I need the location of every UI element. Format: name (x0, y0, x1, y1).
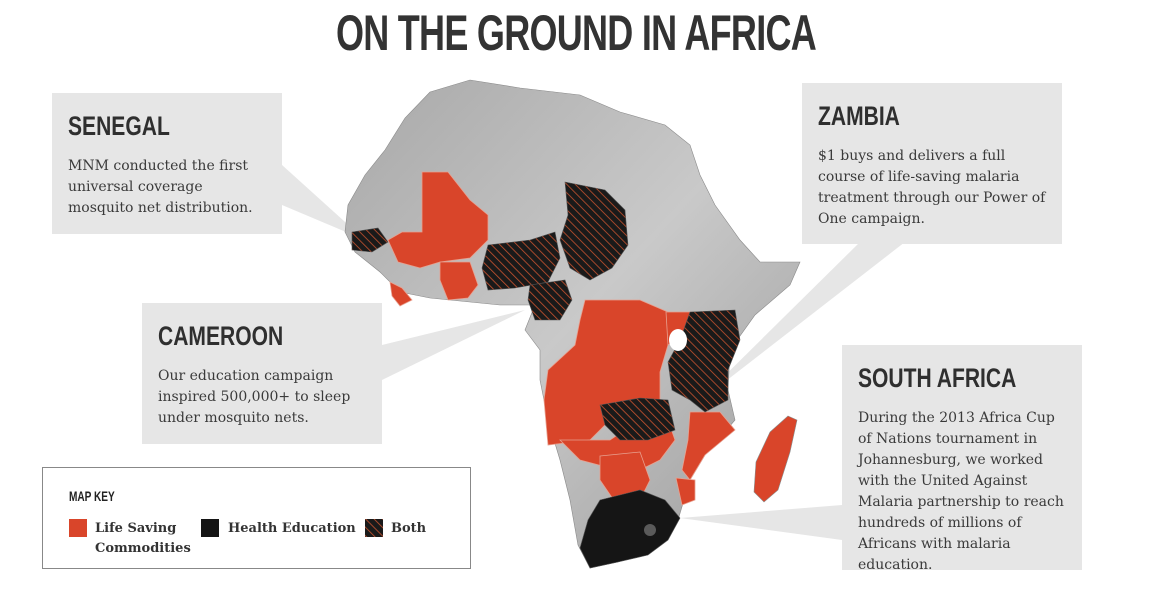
hatched-swatch-icon (365, 519, 383, 537)
cameroon-heading: CAMEROON (158, 321, 284, 351)
cameroon-text: Our education campaign inspired 500,000+… (158, 368, 351, 426)
south-africa-card: SOUTH AFRICA During the 2013 Africa Cup … (842, 345, 1082, 573)
page-title: ON THE GROUND IN AFRICA (335, 5, 817, 61)
lake-victoria (669, 329, 687, 351)
senegal-text: MNM conducted the first universal covera… (68, 158, 253, 216)
legend-item-both: Both (391, 521, 427, 536)
senegal-pointer (282, 165, 365, 240)
zambia-pointer (695, 242, 905, 405)
map-key-title: MAP KEY (69, 488, 115, 504)
black-swatch-icon (201, 519, 219, 537)
south-africa-text: During the 2013 Africa Cup of Nations to… (858, 410, 1064, 573)
orange-swatch-icon (69, 519, 87, 537)
zambia-heading: ZAMBIA (818, 101, 900, 131)
map-key: MAP KEY Life Saving Commodities Health E… (42, 467, 471, 569)
south-africa-heading: SOUTH AFRICA (858, 363, 1017, 393)
cameroon-pointer (382, 310, 525, 380)
legend-item-life-saving: Life Saving Commodities (95, 521, 191, 556)
lesotho-enclave (644, 524, 656, 536)
senegal-heading: SENEGAL (68, 111, 170, 141)
zambia-card: ZAMBIA $1 buys and delivers a full cours… (802, 83, 1062, 244)
legend-item-health-education: Health Education (228, 521, 356, 536)
south-africa-pointer (680, 505, 842, 540)
cameroon-card: CAMEROON Our education campaign inspired… (142, 303, 382, 444)
zambia-text: $1 buys and delivers a full course of li… (818, 148, 1046, 227)
senegal-card: SENEGAL MNM conducted the first universa… (52, 93, 282, 234)
madagascar (753, 415, 798, 503)
south-africa-region (579, 489, 681, 569)
